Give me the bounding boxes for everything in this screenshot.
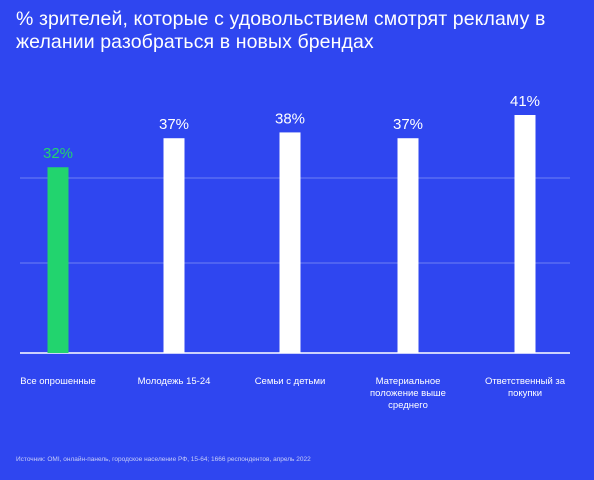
bars: [47, 115, 536, 353]
value-label-3: 38%: [275, 110, 305, 127]
value-label-2: 37%: [159, 116, 189, 133]
bar-1: [47, 167, 69, 353]
category-label-above-average-income: Материальное положение выше среднего: [370, 376, 446, 411]
category-label-all-respondents: Все опрошенные: [20, 376, 96, 387]
value-label-4: 37%: [393, 116, 423, 133]
bar-4: [397, 138, 419, 353]
category-label-purchase-responsible: Ответственный за покупки: [484, 376, 566, 399]
bar-2: [163, 138, 185, 353]
value-labels: 32% 37% 38% 37% 41%: [43, 93, 540, 162]
value-label-5: 41%: [510, 93, 540, 110]
value-label-1: 32%: [43, 145, 73, 162]
chart-title: % зрителей, которые с удовольствием смот…: [16, 8, 546, 53]
category-label-families: Семьи с детьми: [254, 376, 326, 387]
bar-3: [279, 132, 301, 353]
source-note: Источник: OMI, онлайн-панель, городское …: [16, 456, 311, 463]
bar-5: [514, 115, 536, 353]
category-label-youth: Молодежь 15-24: [137, 376, 211, 387]
